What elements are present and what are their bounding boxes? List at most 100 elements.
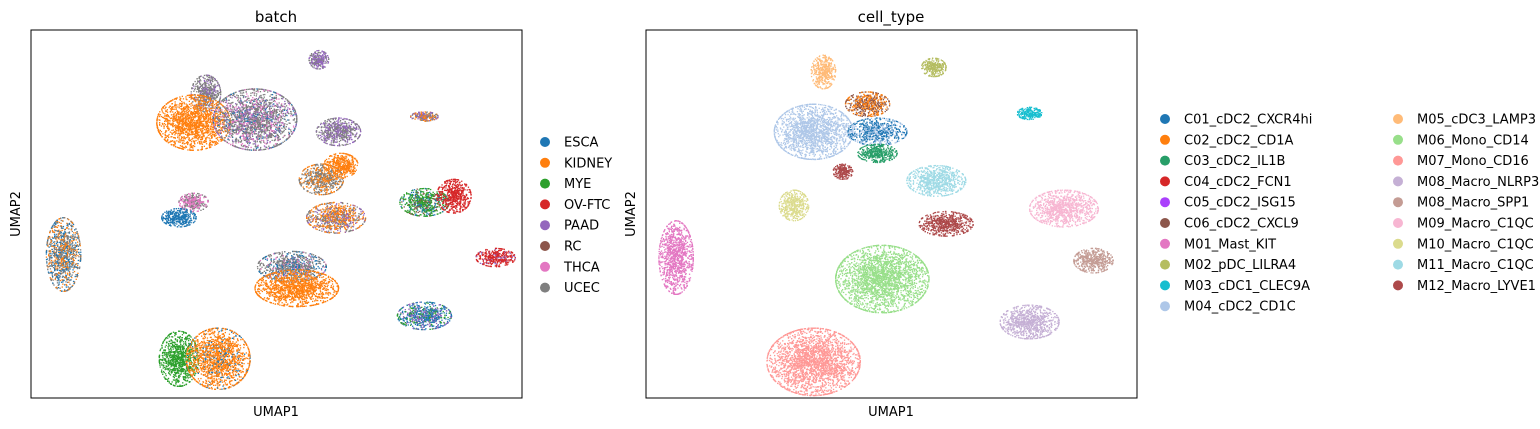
data-point — [202, 90, 205, 92]
data-point — [338, 143, 340, 145]
data-point — [276, 135, 278, 137]
data-point — [202, 120, 204, 122]
data-point — [225, 98, 227, 100]
data-point — [191, 130, 193, 133]
data-point — [191, 96, 193, 99]
data-point — [210, 77, 212, 79]
data-point — [295, 122, 298, 124]
data-point — [240, 116, 242, 118]
data-point — [171, 123, 173, 125]
data-point — [245, 91, 247, 93]
data-point — [172, 121, 174, 123]
data-point — [276, 143, 278, 146]
data-point — [321, 51, 323, 53]
data-point — [187, 114, 189, 116]
data-point — [194, 122, 196, 124]
data-point — [211, 107, 213, 109]
data-point — [203, 116, 206, 118]
data-point — [207, 74, 209, 76]
data-point — [320, 123, 322, 126]
data-point — [203, 100, 205, 102]
data-point — [195, 108, 197, 110]
data-point — [265, 125, 267, 127]
data-point — [255, 147, 258, 150]
data-point — [197, 116, 200, 119]
data-point — [324, 66, 326, 68]
data-point — [246, 134, 248, 137]
data-point — [175, 116, 177, 118]
data-point — [260, 97, 263, 99]
data-point — [190, 95, 192, 98]
data-point — [201, 109, 204, 111]
data-point — [254, 92, 256, 94]
data-point — [191, 133, 194, 136]
data-point — [265, 113, 267, 115]
data-point — [205, 85, 207, 87]
data-point — [320, 52, 322, 54]
data-point — [226, 107, 228, 109]
data-point — [270, 99, 273, 101]
data-point — [247, 149, 249, 151]
data-point — [319, 134, 322, 137]
data-point — [214, 119, 216, 121]
data-point — [199, 83, 201, 85]
data-point — [196, 120, 198, 122]
data-point — [280, 112, 282, 114]
data-point — [265, 138, 268, 140]
data-point — [170, 117, 173, 119]
data-point — [209, 87, 211, 89]
data-point — [326, 135, 328, 137]
data-point — [205, 122, 207, 125]
data-point — [254, 100, 256, 103]
data-point — [205, 79, 208, 81]
data-point — [251, 126, 253, 128]
data-point — [286, 123, 288, 126]
data-point — [277, 128, 279, 130]
data-point — [195, 127, 197, 129]
data-point — [208, 92, 210, 95]
data-point — [316, 62, 319, 65]
data-point — [220, 132, 222, 134]
data-point — [198, 131, 200, 133]
data-point — [205, 108, 207, 110]
data-point — [209, 127, 211, 129]
data-point — [327, 128, 330, 131]
data-point — [210, 124, 213, 126]
data-point — [203, 91, 206, 93]
data-point — [156, 127, 159, 129]
data-point — [189, 149, 192, 151]
data-point — [197, 113, 199, 115]
data-point — [179, 99, 181, 101]
data-point — [206, 122, 208, 125]
data-point — [185, 117, 187, 119]
data-point — [177, 120, 179, 122]
data-point — [212, 122, 214, 124]
data-point — [169, 117, 172, 120]
data-point — [179, 102, 181, 105]
data-point — [236, 103, 238, 105]
data-point — [336, 120, 338, 122]
data-point — [181, 100, 183, 103]
data-point — [176, 146, 178, 148]
data-point — [181, 145, 183, 147]
data-point — [199, 78, 201, 81]
data-point — [171, 99, 173, 102]
data-point — [250, 122, 252, 124]
data-point — [197, 120, 199, 122]
data-point — [220, 101, 222, 103]
data-point — [228, 122, 230, 125]
data-point — [255, 117, 257, 119]
data-point — [207, 134, 209, 136]
data-point — [166, 115, 168, 117]
data-point — [168, 123, 170, 125]
data-point — [184, 112, 186, 115]
data-point — [266, 130, 268, 132]
data-point — [183, 129, 185, 132]
data-point — [170, 124, 172, 126]
data-point — [159, 124, 161, 126]
data-point — [221, 118, 223, 120]
data-point — [204, 80, 206, 83]
data-point — [203, 97, 205, 99]
data-point — [191, 119, 194, 121]
data-point — [188, 94, 190, 96]
